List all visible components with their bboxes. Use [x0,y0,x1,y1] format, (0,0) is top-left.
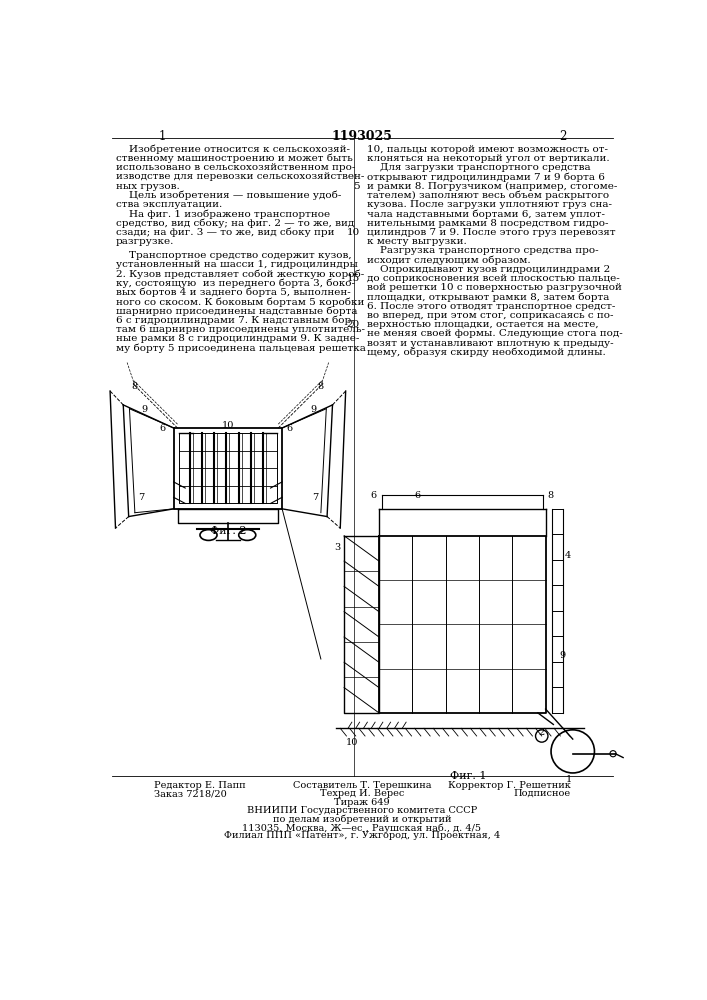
Text: вой решетки 10 с поверхностью разгрузочной: вой решетки 10 с поверхностью разгрузочн… [368,283,622,292]
Text: изводстве для перевозки сельскохозяйствен-: изводстве для перевозки сельскохозяйстве… [115,172,364,181]
Text: Транспортное средство содержит кузов,: Транспортное средство содержит кузов, [115,251,351,260]
Text: 1193025: 1193025 [332,130,392,143]
Text: тателем) заполняют весь объем раскрытого: тателем) заполняют весь объем раскрытого [368,191,609,200]
Text: Техред И. Верес: Техред И. Верес [320,789,404,798]
Text: цилиндров 7 и 9. После этого груз перевозят: цилиндров 7 и 9. После этого груз перево… [368,228,616,237]
Text: 10: 10 [346,228,360,237]
Text: там 6 шарнирно присоединены уплотнитель-: там 6 шарнирно присоединены уплотнитель- [115,325,365,334]
Text: 9: 9 [559,651,566,660]
Text: 6: 6 [415,491,421,500]
Text: ку, состоящую  из переднего борта 3, боко-: ку, состоящую из переднего борта 3, боко… [115,279,354,288]
Text: чала надставными бортами 6, затем уплот-: чала надставными бортами 6, затем уплот- [368,209,605,219]
Text: вых бортов 4 и заднего борта 5, выполнен-: вых бортов 4 и заднего борта 5, выполнен… [115,288,350,297]
Text: 6: 6 [370,491,377,500]
Text: 7: 7 [312,493,319,502]
Text: Для загрузки транспортного средства: Для загрузки транспортного средства [368,163,591,172]
Text: ственному машиностроению и может быть: ственному машиностроению и может быть [115,154,352,163]
Text: 1: 1 [158,130,165,143]
Text: Разгрузка транспортного средства про-: Разгрузка транспортного средства про- [368,246,599,255]
Text: площадки, открывают рамки 8, затем борта: площадки, открывают рамки 8, затем борта [368,292,609,302]
Text: 10: 10 [346,738,358,747]
Text: 6. После этого отводят транспортное средст-: 6. После этого отводят транспортное сред… [368,302,616,311]
Text: возят и устанавливают вплотную к предыду-: возят и устанавливают вплотную к предыду… [368,339,614,348]
Text: щему, образуя скирду необходимой длины.: щему, образуя скирду необходимой длины. [368,348,606,357]
Text: 9: 9 [141,405,147,414]
Text: Корректор Г. Решетник: Корректор Г. Решетник [448,781,571,790]
Text: 6: 6 [160,424,166,433]
Text: ных грузов.: ных грузов. [115,182,180,191]
Text: 6: 6 [286,424,292,433]
Text: 8: 8 [547,491,554,500]
Text: 2: 2 [539,728,545,737]
Text: Филиал ППП «Патент», г. Ужгород, ул. Проектная, 4: Филиал ППП «Патент», г. Ужгород, ул. Про… [224,831,500,840]
Text: Изобретение относится к сельскохозяй-: Изобретение относится к сельскохозяй- [115,145,349,154]
Text: 10, пальцы которой имеют возможность от-: 10, пальцы которой имеют возможность от- [368,145,609,154]
Text: разгрузке.: разгрузке. [115,237,174,246]
Text: Фиг. 2: Фиг. 2 [209,526,246,536]
Text: 4: 4 [565,551,571,560]
Text: Фиг. 1: Фиг. 1 [450,771,486,781]
Text: 9: 9 [310,405,316,414]
Text: 5: 5 [353,182,360,191]
Text: использовано в сельскохозяйственном про-: использовано в сельскохозяйственном про- [115,163,355,172]
Text: ные рамки 8 с гидроцилиндрами 9. К задне-: ные рамки 8 с гидроцилиндрами 9. К задне… [115,334,359,343]
Text: ВНИИПИ Государственного комитета СССР: ВНИИПИ Государственного комитета СССР [247,806,477,815]
Text: 8: 8 [132,382,138,391]
Text: 113035, Москва, Ж—ес , Раушская наб., д. 4/5: 113035, Москва, Ж—ес , Раушская наб., д.… [243,823,481,833]
Text: верхностью площадки, остается на месте,: верхностью площадки, остается на месте, [368,320,599,329]
Text: клоняться на некоторый угол от вертикали.: клоняться на некоторый угол от вертикали… [368,154,610,163]
Text: ного со скосом. К боковым бортам 5 коробки: ного со скосом. К боковым бортам 5 короб… [115,297,364,307]
Text: 20: 20 [346,320,360,329]
Text: к месту выгрузки.: к месту выгрузки. [368,237,467,246]
Text: Редактор Е. Папп: Редактор Е. Папп [154,781,246,790]
Text: нительными рамками 8 посредством гидро-: нительными рамками 8 посредством гидро- [368,219,609,228]
Text: 2: 2 [559,130,566,143]
Text: 1: 1 [566,775,572,784]
Text: На фиг. 1 изображено транспортное: На фиг. 1 изображено транспортное [115,209,329,219]
Text: Опрокидывают кузов гидроцилиндрами 2: Опрокидывают кузов гидроцилиндрами 2 [368,265,611,274]
Text: 3: 3 [334,544,340,552]
Text: Тираж 649: Тираж 649 [334,798,390,807]
Text: и рамки 8. Погрузчиком (например, стогоме-: и рамки 8. Погрузчиком (например, стогом… [368,182,618,191]
Text: 2. Кузов представляет собой жесткую короб-: 2. Кузов представляет собой жесткую коро… [115,269,363,279]
Text: шарнирно присоединены надставные борта: шарнирно присоединены надставные борта [115,306,357,316]
Text: не меняя своей формы. Следующие стога под-: не меняя своей формы. Следующие стога по… [368,329,623,338]
Text: Цель изобретения — повышение удоб-: Цель изобретения — повышение удоб- [115,191,341,200]
Text: во вперед, при этом стог, соприкасаясь с по-: во вперед, при этом стог, соприкасаясь с… [368,311,614,320]
Text: 10: 10 [222,421,234,430]
Text: установленный на шасси 1, гидроцилиндры: установленный на шасси 1, гидроцилиндры [115,260,357,269]
Text: 7: 7 [138,493,144,502]
Text: му борту 5 присоединена пальцевая решетка: му борту 5 присоединена пальцевая решетк… [115,343,366,353]
Text: Составитель Т. Терешкина: Составитель Т. Терешкина [293,781,431,790]
Text: сзади; на фиг. 3 — то же, вид сбоку при: сзади; на фиг. 3 — то же, вид сбоку при [115,228,334,237]
Text: 15: 15 [346,274,360,283]
Text: Подписное: Подписное [513,789,571,798]
Text: 6 с гидроцилиндрами 7. К надставным бор-: 6 с гидроцилиндрами 7. К надставным бор- [115,316,354,325]
Text: кузова. После загрузки уплотняют груз сна-: кузова. После загрузки уплотняют груз сн… [368,200,612,209]
Text: исходит следующим образом.: исходит следующим образом. [368,256,531,265]
Text: открывают гидроцилиндрами 7 и 9 борта 6: открывают гидроцилиндрами 7 и 9 борта 6 [368,172,605,182]
Text: Заказ 7218/20: Заказ 7218/20 [154,789,227,798]
Text: до соприкосновения всей плоскостью пальце-: до соприкосновения всей плоскостью пальц… [368,274,620,283]
Text: по делам изобретений и открытий: по делам изобретений и открытий [273,815,451,824]
Text: средство, вид сбоку; на фиг. 2 — то же, вид: средство, вид сбоку; на фиг. 2 — то же, … [115,219,354,228]
Text: 8: 8 [318,382,324,391]
Text: ства эксплуатации.: ства эксплуатации. [115,200,222,209]
